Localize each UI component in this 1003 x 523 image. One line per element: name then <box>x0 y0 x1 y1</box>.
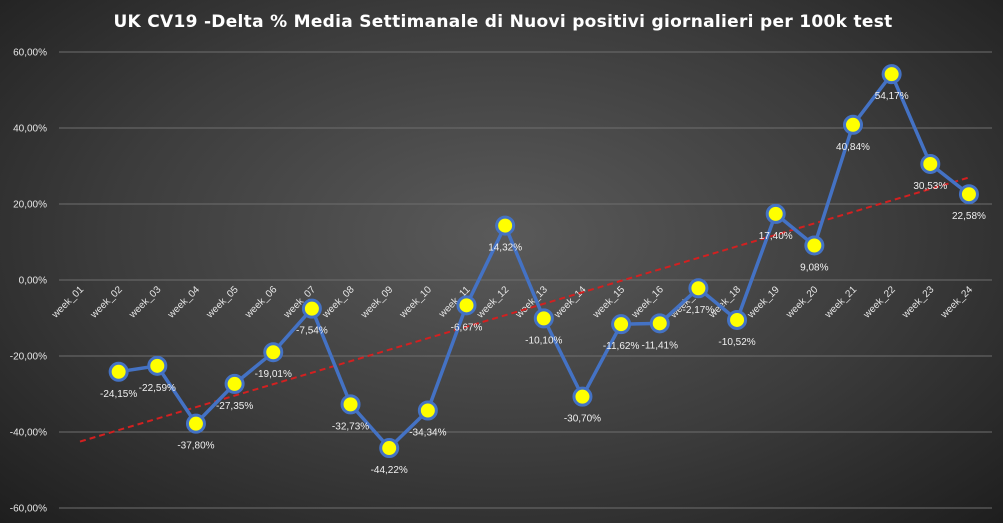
x-tick-label: week_05 <box>204 284 241 321</box>
data-label: -44,22% <box>371 465 408 476</box>
data-label: -19,01% <box>255 369 292 380</box>
data-point <box>185 413 206 434</box>
x-tick-label: week_19 <box>745 284 782 321</box>
data-label: -7,54% <box>296 326 328 337</box>
x-tick-label: week_04 <box>165 284 202 321</box>
y-tick-label: -60,00% <box>10 504 47 515</box>
data-point <box>147 355 168 376</box>
data-label: -6,67% <box>451 322 483 333</box>
y-tick-label: 20,00% <box>13 200 47 211</box>
x-tick-label: week_22 <box>861 284 898 321</box>
data-point <box>765 203 786 224</box>
y-tick-label: 40,00% <box>13 124 47 135</box>
data-label: -22,59% <box>139 383 176 394</box>
data-label: 17,40% <box>759 231 793 242</box>
y-tick-label: 0,00% <box>19 276 47 287</box>
data-point <box>881 64 902 85</box>
x-tick-label: week_03 <box>127 284 164 321</box>
y-tick-label: -40,00% <box>10 428 47 439</box>
x-tick-label: week_21 <box>822 284 859 321</box>
data-label: -11,62% <box>603 341 640 352</box>
x-tick-label: week_14 <box>552 284 589 321</box>
data-label: 9,08% <box>800 262 828 273</box>
x-tick-label: week_09 <box>359 284 396 321</box>
data-label: -10,52% <box>718 337 755 348</box>
gridlines <box>59 51 992 509</box>
chart-title: UK CV19 -Delta % Media Settimanale di Nu… <box>113 12 892 32</box>
data-label: 22,58% <box>952 211 986 222</box>
data-point <box>340 394 361 415</box>
data-label: -27,35% <box>216 401 253 412</box>
data-label: 30,53% <box>913 181 947 192</box>
x-tick-label: week_10 <box>397 284 434 321</box>
data-label: -34,34% <box>409 427 446 438</box>
data-point <box>804 235 825 256</box>
data-point <box>379 438 400 459</box>
data-label: 40,84% <box>836 142 870 153</box>
data-point <box>108 361 129 382</box>
data-point <box>958 184 979 205</box>
x-axis: week_01 week_02 week_03 week_04 week_05 week_… <box>49 284 975 321</box>
data-label: -11,41% <box>641 340 678 351</box>
x-tick-label: week_23 <box>900 284 937 321</box>
data-label: -37,80% <box>177 441 214 452</box>
data-label: -30,70% <box>564 414 601 425</box>
y-tick-label: -20,00% <box>10 352 47 363</box>
x-tick-label: week_06 <box>243 284 280 321</box>
data-point <box>611 314 632 335</box>
data-point <box>224 373 245 394</box>
data-label: -24,15% <box>100 389 137 400</box>
y-tick-label: 60,00% <box>13 48 47 59</box>
data-point <box>920 153 941 174</box>
data-point <box>727 309 748 330</box>
data-point <box>843 114 863 135</box>
data-point <box>572 386 593 407</box>
x-tick-label: week_24 <box>938 284 975 321</box>
data-point <box>301 298 322 319</box>
series-group <box>108 64 979 459</box>
data-point <box>263 342 284 363</box>
data-label: -32,73% <box>332 421 369 432</box>
data-label: -10,10% <box>525 335 562 346</box>
data-point <box>456 295 477 316</box>
data-labels: -24,15%-22,59% -37,80% -27,35% -19,01% -7,54… <box>100 91 986 476</box>
y-axis: 60,00% 40,00% 20,00% 0,00% -20,00% -40,00% -60… <box>10 48 47 515</box>
data-label: 54,17% <box>875 91 909 102</box>
x-tick-label: week_01 <box>49 284 86 321</box>
x-tick-label: week_20 <box>784 284 821 321</box>
x-tick-label: week_02 <box>88 284 125 321</box>
data-point <box>417 400 438 421</box>
x-tick-label: week_08 <box>320 284 357 321</box>
data-point <box>533 308 554 329</box>
data-point <box>495 215 516 236</box>
data-point <box>649 313 670 334</box>
data-point <box>688 278 709 299</box>
data-label: -2,17% <box>683 305 715 316</box>
data-label: 14,32% <box>488 243 522 254</box>
